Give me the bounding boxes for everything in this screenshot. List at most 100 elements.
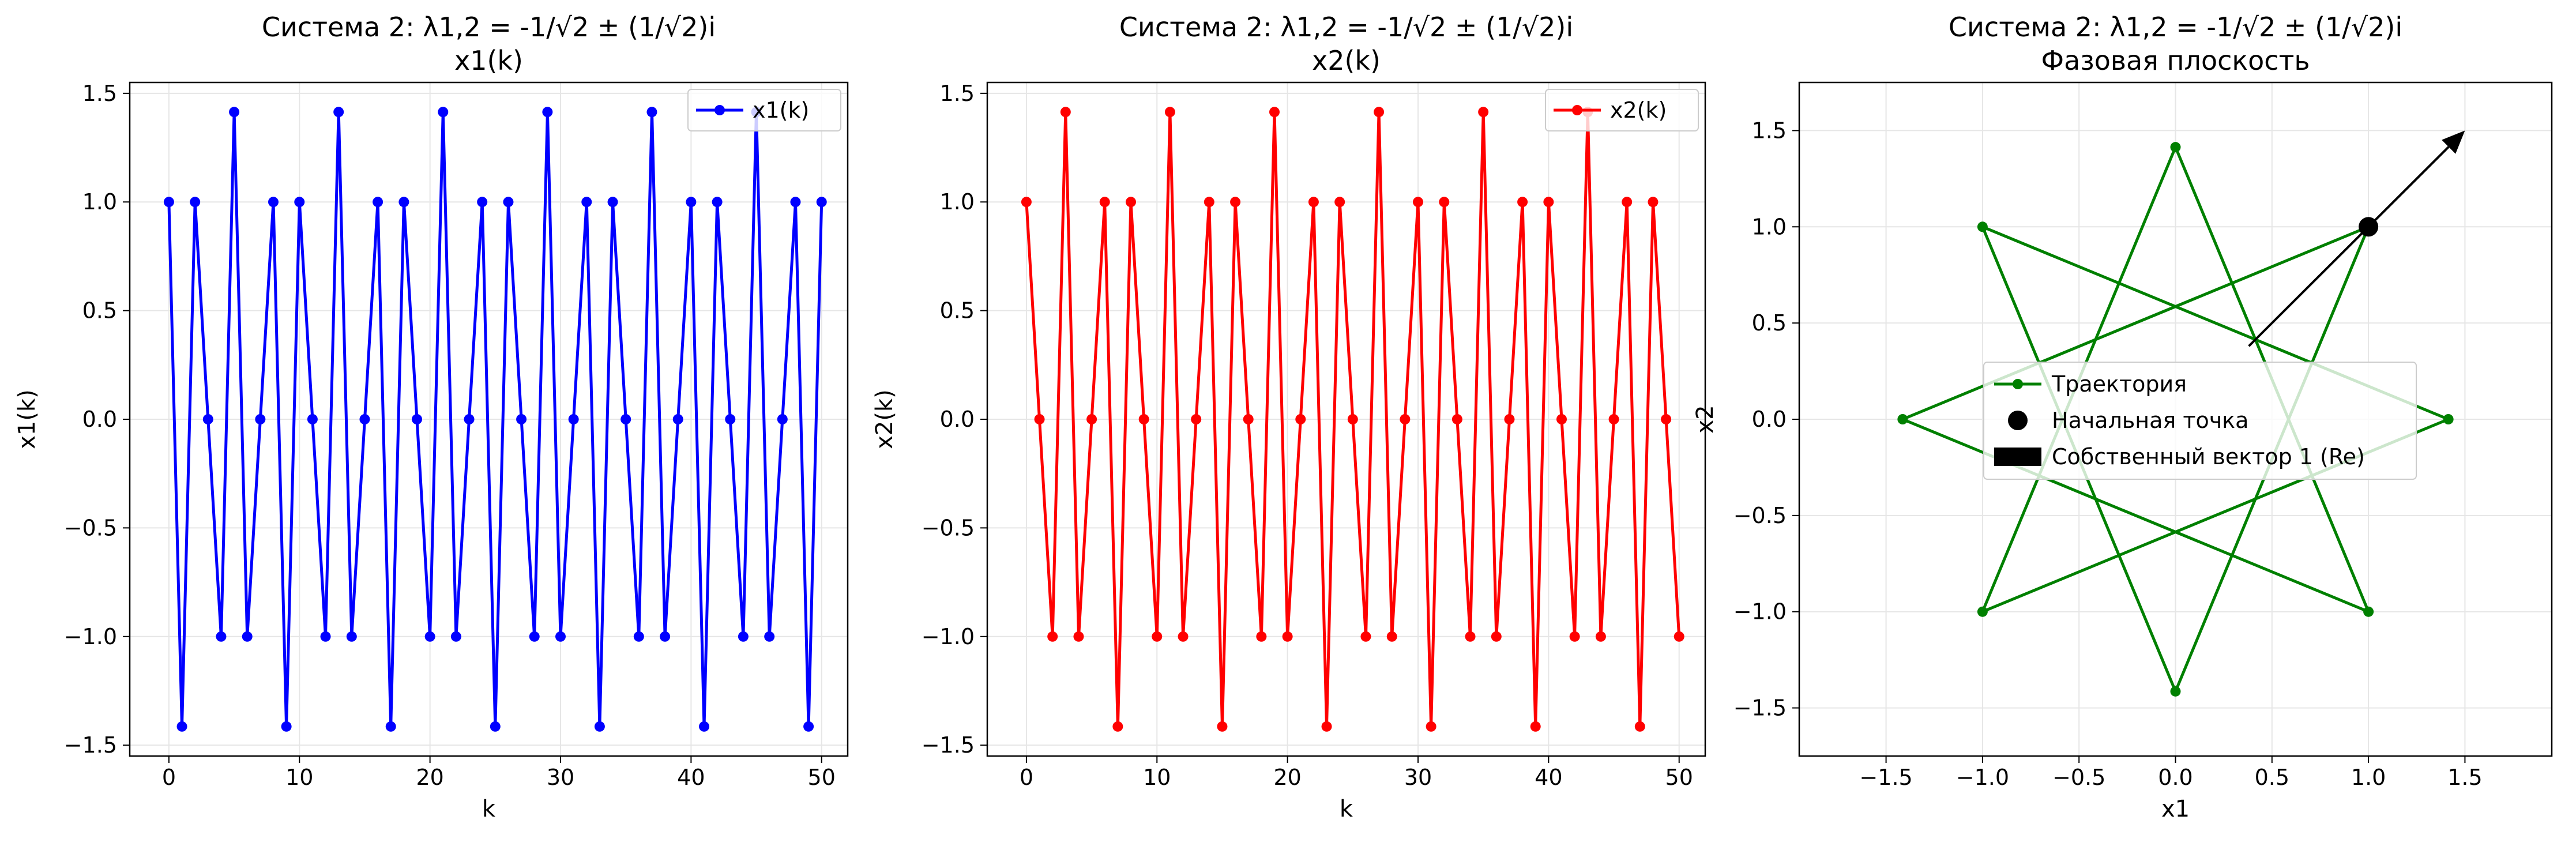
legend-start-point-swatch (2008, 411, 2028, 430)
x-tick-label: 40 (677, 765, 705, 790)
legend-label: x2(k) (1610, 97, 1667, 123)
data-point (1347, 414, 1358, 424)
legend-box (1545, 89, 1699, 131)
data-point (1413, 197, 1423, 208)
data-point (1622, 197, 1633, 208)
legend-label-trajectory: Траектория (2051, 371, 2187, 397)
x-tick-label: 30 (547, 765, 574, 790)
data-point (1256, 631, 1267, 642)
x-tick-label: −1.5 (1859, 765, 1912, 790)
data-point (1595, 631, 1606, 642)
data-point (1191, 414, 1202, 424)
data-point (1530, 721, 1541, 732)
data-point (738, 631, 749, 642)
eigenvector-arrow-head (2442, 130, 2465, 154)
legend-label-eigenvector: Собственный вектор 1 (Re) (2052, 444, 2365, 469)
legend: x1(k) (687, 89, 841, 131)
data-point (1321, 721, 1332, 732)
y-tick-label: 1.0 (940, 189, 975, 215)
data-point (190, 197, 201, 208)
x-axis-label: x1 (2161, 796, 2190, 822)
y-tick-label: −0.5 (64, 515, 117, 540)
data-point (1674, 631, 1684, 642)
eigenvector-arrow-shaft (2248, 146, 2450, 347)
x-tick-label: 10 (1143, 765, 1171, 790)
data-point (2443, 414, 2454, 424)
y-tick-label: 0.5 (82, 298, 117, 324)
data-point (1517, 197, 1528, 208)
data-point (163, 197, 174, 208)
data-point (1282, 631, 1293, 642)
data-point (281, 721, 292, 732)
chart-subtitle: Фазовая плоскость (2041, 45, 2310, 76)
y-tick-label: 1.0 (1752, 214, 1787, 239)
data-point (660, 631, 671, 642)
y-tick-label: 1.5 (1752, 118, 1787, 143)
data-point (1152, 631, 1163, 642)
data-point (1164, 107, 1175, 118)
data-point (1661, 414, 1672, 424)
data-point (1556, 414, 1567, 424)
x-tick-label: −1.0 (1956, 765, 2009, 790)
data-point (686, 197, 697, 208)
y-tick-label: 0.0 (1752, 407, 1787, 432)
data-point (790, 197, 801, 208)
data-point (1374, 107, 1385, 118)
y-tick-label: 1.0 (82, 189, 117, 215)
data-point (1648, 197, 1659, 208)
data-point (373, 197, 383, 208)
legend-box (1983, 362, 2417, 480)
data-point (1073, 631, 1084, 642)
data-point (777, 414, 788, 424)
legend-label: x1(k) (753, 97, 809, 123)
data-point (1977, 606, 1988, 617)
data-point (359, 414, 370, 424)
y-axis-label: x2(k) (871, 389, 898, 449)
data-point (1478, 107, 1489, 118)
data-point (568, 414, 579, 424)
data-point (1465, 631, 1476, 642)
data-point (1099, 197, 1110, 208)
data-point (242, 631, 253, 642)
data-point (803, 721, 814, 732)
legend-marker-swatch (2013, 379, 2023, 389)
data-point (633, 631, 644, 642)
data-point (712, 197, 723, 208)
data-point (1426, 721, 1436, 732)
data-point (1334, 197, 1345, 208)
y-tick-label: −1.5 (1733, 695, 1787, 721)
y-tick-label: −1.0 (922, 624, 975, 649)
data-point (1021, 197, 1032, 208)
data-point (1608, 414, 1619, 424)
data-point (542, 107, 553, 118)
data-point (1897, 414, 1908, 424)
data-point (1034, 414, 1045, 424)
data-point (646, 107, 657, 118)
data-point (699, 721, 709, 732)
y-tick-label: −1.5 (64, 732, 117, 758)
data-point (621, 414, 631, 424)
data-point (1439, 197, 1450, 208)
data-point (1204, 197, 1214, 208)
data-point (268, 197, 279, 208)
data-point (320, 631, 331, 642)
x-tick-label: 50 (808, 765, 836, 790)
data-point (229, 107, 240, 118)
y-tick-label: −0.5 (1733, 503, 1787, 528)
y-tick-label: 0.5 (1752, 310, 1787, 336)
data-point (307, 414, 318, 424)
data-point (672, 414, 683, 424)
y-axis-label: x1(k) (14, 389, 40, 449)
data-point (1569, 631, 1580, 642)
x-tick-label: 0 (162, 765, 176, 790)
data-point (438, 107, 449, 118)
x-tick-label: 1.0 (2351, 765, 2386, 790)
y-axis-label: x2 (1692, 405, 1718, 433)
x-tick-label: 40 (1535, 765, 1562, 790)
data-point (1086, 414, 1097, 424)
x-tick-label: −0.5 (2052, 765, 2105, 790)
data-point (464, 414, 475, 424)
y-tick-label: −0.5 (922, 515, 975, 540)
data-point (398, 197, 409, 208)
